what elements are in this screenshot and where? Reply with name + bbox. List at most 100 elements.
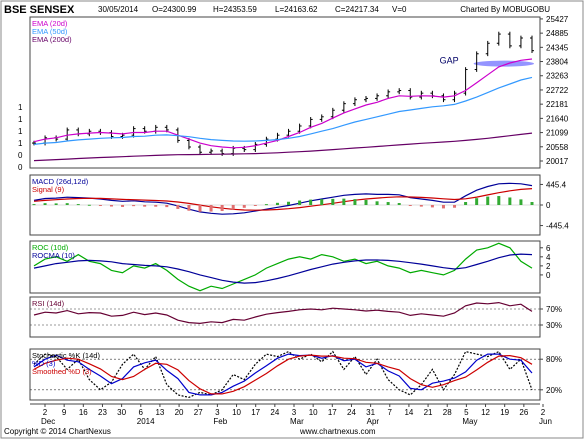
copyright-text: Copyright © 2014 ChartNexus [4, 427, 111, 436]
y-tick-label: 24885 [546, 29, 569, 38]
histogram-bar [87, 204, 91, 206]
left-tick-label: 1 [18, 127, 23, 136]
histogram-bar [43, 203, 47, 205]
x-tick-label: 16 [79, 408, 88, 417]
series-line-d [33, 353, 533, 396]
site-text: www.chartnexus.com [299, 427, 376, 436]
chart-symbol: BSE SENSEX [4, 4, 75, 16]
histogram-bar [397, 203, 401, 205]
legend-entry: ROC (10d) [32, 243, 69, 252]
x-tick-label: 2 [541, 408, 546, 417]
chart-credit: Charted By MOBUGOBU [460, 5, 550, 14]
x-tick-label: 17 [328, 408, 337, 417]
x-month-label: Apr [367, 417, 380, 426]
histogram-bar [486, 196, 490, 205]
histogram-bar [375, 201, 379, 205]
x-tick-label: 24 [270, 408, 279, 417]
x-tick-label: 30 [117, 408, 126, 417]
y-tick-label: 0 [546, 201, 551, 210]
x-tick-label: 10 [232, 408, 241, 417]
series-line-rocma [33, 253, 533, 284]
histogram-bar [154, 205, 158, 207]
x-tick-label: 28 [443, 408, 452, 417]
x-tick-label: 10 [309, 408, 318, 417]
y-tick-label: 445.4 [546, 180, 567, 189]
histogram-bar [298, 200, 302, 205]
series-line-ema50 [33, 76, 533, 145]
open-value: O=24300.99 [152, 5, 197, 14]
y-tick-label: 23263 [546, 72, 569, 81]
high-value: H=24353.59 [213, 5, 257, 14]
y-tick-label: 70% [546, 305, 562, 314]
histogram-bar [464, 202, 468, 205]
histogram-bar [475, 198, 479, 205]
left-tick-label: 0 [18, 163, 23, 172]
left-tick-label: 0 [18, 151, 23, 160]
series-line-rsi [33, 301, 533, 325]
y-tick-label: 21099 [546, 129, 569, 138]
x-tick-label: 9 [62, 408, 67, 417]
histogram-bar [264, 204, 268, 206]
histogram-bar [98, 205, 102, 206]
y-tick-label: 20% [546, 386, 562, 395]
y-tick-label: 2 [546, 262, 551, 271]
x-tick-label: 19 [500, 408, 509, 417]
histogram-bar [275, 202, 279, 205]
histogram-bar [419, 205, 423, 207]
x-axis: 2 9 16 23 30 6 13 20 27 3 10 17 24 3 10 17 24 31 7 14 21 28 5 1… [30, 403, 552, 426]
legend-entry: EMA (50d) [32, 27, 68, 36]
y-tick-label: 30% [546, 321, 562, 330]
y-tick-label: 25427 [546, 15, 569, 24]
x-tick-label: 21 [424, 408, 433, 417]
series-line-macd [33, 182, 533, 215]
histogram-bar [320, 199, 324, 205]
histogram-bar [353, 199, 357, 205]
left-tick-label: 1 [18, 139, 23, 148]
panel-frame-roc [29, 240, 541, 294]
y-tick-label: 21640 [546, 114, 569, 123]
x-tick-label: 5 [464, 408, 469, 417]
histogram-bar [331, 198, 335, 205]
y-tick-label: 0 [546, 271, 551, 280]
panel-rsi: 70% 30% RSI (14d) [29, 296, 562, 338]
x-tick-label: 13 [155, 408, 164, 417]
histogram-bar [165, 205, 169, 208]
legend-entry: Stochastic %K (14d) [32, 351, 100, 360]
legend-entry: RSI (14d) [32, 299, 65, 308]
histogram-bar [176, 205, 180, 209]
histogram-bar [209, 205, 213, 212]
chart-date: 30/05/2014 [98, 5, 139, 14]
x-month-label: Mar [290, 417, 304, 426]
series-line-ema200 [33, 132, 533, 162]
volume-value: V=0 [392, 5, 407, 14]
histogram-bar [430, 205, 434, 208]
y-tick-label: -445.4 [546, 222, 569, 231]
histogram-bar [231, 205, 235, 210]
legend-entry: ROCMA (10) [32, 251, 75, 260]
close-value: C=24217.34 [335, 5, 379, 14]
histogram-bar [198, 205, 202, 212]
histogram-bar [32, 204, 36, 206]
panel-frame-price [29, 16, 541, 169]
histogram-bar [132, 205, 136, 207]
y-tick-label: 4 [546, 253, 551, 262]
x-tick-label: 26 [519, 408, 528, 417]
x-month-label: May [462, 417, 477, 426]
histogram-bar [253, 205, 257, 206]
y-tick-label: 22181 [546, 100, 569, 109]
x-tick-label: 7 [388, 408, 393, 417]
x-tick-label: 31 [366, 408, 375, 417]
x-tick-label: 23 [98, 408, 107, 417]
histogram-bar [65, 203, 69, 205]
x-tick-label: 20 [175, 408, 184, 417]
legend-entry: EMA (20d) [32, 19, 68, 28]
x-tick-label: 27 [194, 408, 203, 417]
x-tick-label: 14 [404, 408, 413, 417]
y-tick-label: 24345 [546, 43, 569, 52]
histogram-bar [76, 204, 80, 206]
panel-frame-rsi [29, 296, 541, 338]
histogram-bar [109, 205, 113, 207]
